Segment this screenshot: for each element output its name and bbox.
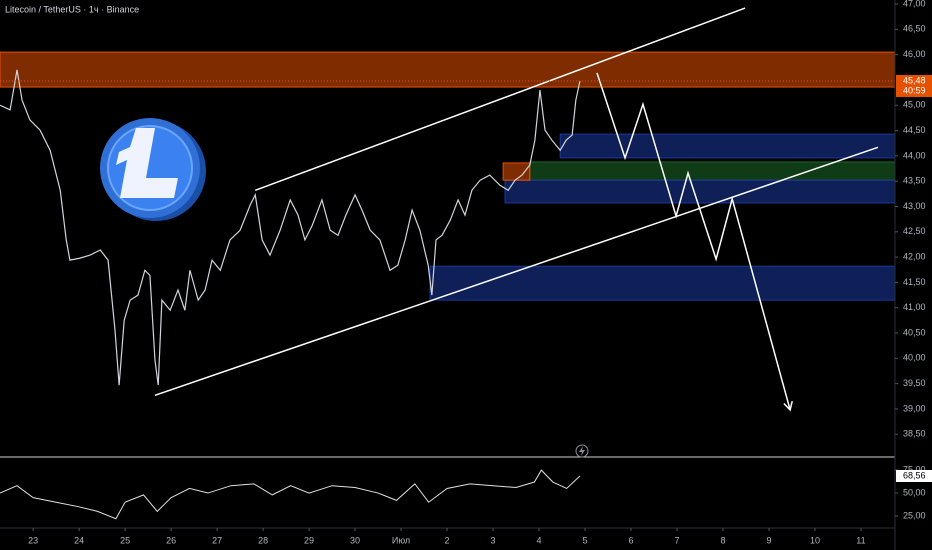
zone bbox=[529, 161, 896, 181]
alert-icon bbox=[575, 444, 589, 458]
y-tick-label: 42,50 bbox=[903, 226, 926, 236]
channel-line bbox=[254, 7, 746, 192]
y-tick-label: 43,50 bbox=[903, 176, 926, 186]
projection-arrowhead bbox=[783, 401, 793, 412]
current-price-box bbox=[896, 74, 932, 97]
y-tick-label: 46,50 bbox=[903, 24, 926, 34]
chart-title: Litecoin / TetherUS · 1ч · Binance bbox=[5, 4, 139, 14]
x-tick-label: 28 bbox=[258, 535, 268, 545]
y-tick-label: 44,00 bbox=[903, 150, 926, 160]
rsi-tick-label: 75,00 bbox=[903, 464, 926, 474]
zone bbox=[559, 133, 896, 159]
y-tick-label: 45,00 bbox=[903, 100, 926, 110]
x-tick-label: 10 bbox=[810, 535, 820, 545]
y-tick-label: 42,00 bbox=[903, 251, 926, 261]
y-tick-label: 43,00 bbox=[903, 201, 926, 211]
x-tick-label: 4 bbox=[537, 535, 542, 545]
y-tick-label: 46,00 bbox=[903, 49, 926, 59]
x-tick-label: 26 bbox=[166, 535, 176, 545]
y-tick-label: 40,00 bbox=[903, 353, 926, 363]
x-tick-label: 7 bbox=[674, 535, 679, 545]
x-tick-label: 25 bbox=[120, 535, 130, 545]
y-tick-label: 39,50 bbox=[903, 378, 926, 388]
y-tick-label: 40,50 bbox=[903, 327, 926, 337]
rsi-current-label: 68,56 bbox=[903, 470, 926, 480]
x-tick-label: 23 bbox=[28, 535, 38, 545]
zone bbox=[429, 265, 896, 301]
rsi-current-box bbox=[896, 470, 932, 483]
litecoin-logo bbox=[100, 118, 206, 221]
x-tick-label: 29 bbox=[304, 535, 314, 545]
x-tick-label: 3 bbox=[491, 535, 496, 545]
x-tick-label: 2 bbox=[445, 535, 450, 545]
rsi-line bbox=[0, 469, 581, 520]
x-tick-label: 11 bbox=[856, 535, 865, 545]
x-tick-label: 8 bbox=[720, 535, 725, 545]
zone bbox=[502, 162, 531, 181]
zone bbox=[0, 51, 896, 88]
projection-path bbox=[596, 72, 791, 411]
rsi-tick-label: 25,00 bbox=[903, 510, 926, 520]
rsi-tick-label: 50,00 bbox=[903, 487, 926, 497]
x-tick-label: 5 bbox=[583, 535, 588, 545]
y-tick-label: 41,00 bbox=[903, 302, 926, 312]
price-line bbox=[0, 69, 581, 386]
x-tick-label: 24 bbox=[74, 535, 84, 545]
x-tick-label: 27 bbox=[212, 535, 222, 545]
x-tick-label: 6 bbox=[628, 535, 633, 545]
y-tick-label: 39,00 bbox=[903, 403, 926, 413]
y-tick-label: 41,50 bbox=[903, 277, 926, 287]
zone bbox=[504, 179, 896, 204]
countdown-label: 40:59 bbox=[903, 85, 926, 95]
x-tick-label: Июл bbox=[392, 535, 410, 545]
y-tick-label: 38,50 bbox=[903, 429, 926, 439]
x-tick-label: 9 bbox=[766, 535, 771, 545]
channel-line bbox=[154, 146, 879, 396]
plot-layer bbox=[0, 7, 896, 520]
current-price-label: 45,48 bbox=[903, 75, 926, 85]
y-tick-label: 44,50 bbox=[903, 125, 926, 135]
x-tick-label: 30 bbox=[350, 535, 360, 545]
y-tick-label: 47,00 bbox=[903, 0, 926, 8]
